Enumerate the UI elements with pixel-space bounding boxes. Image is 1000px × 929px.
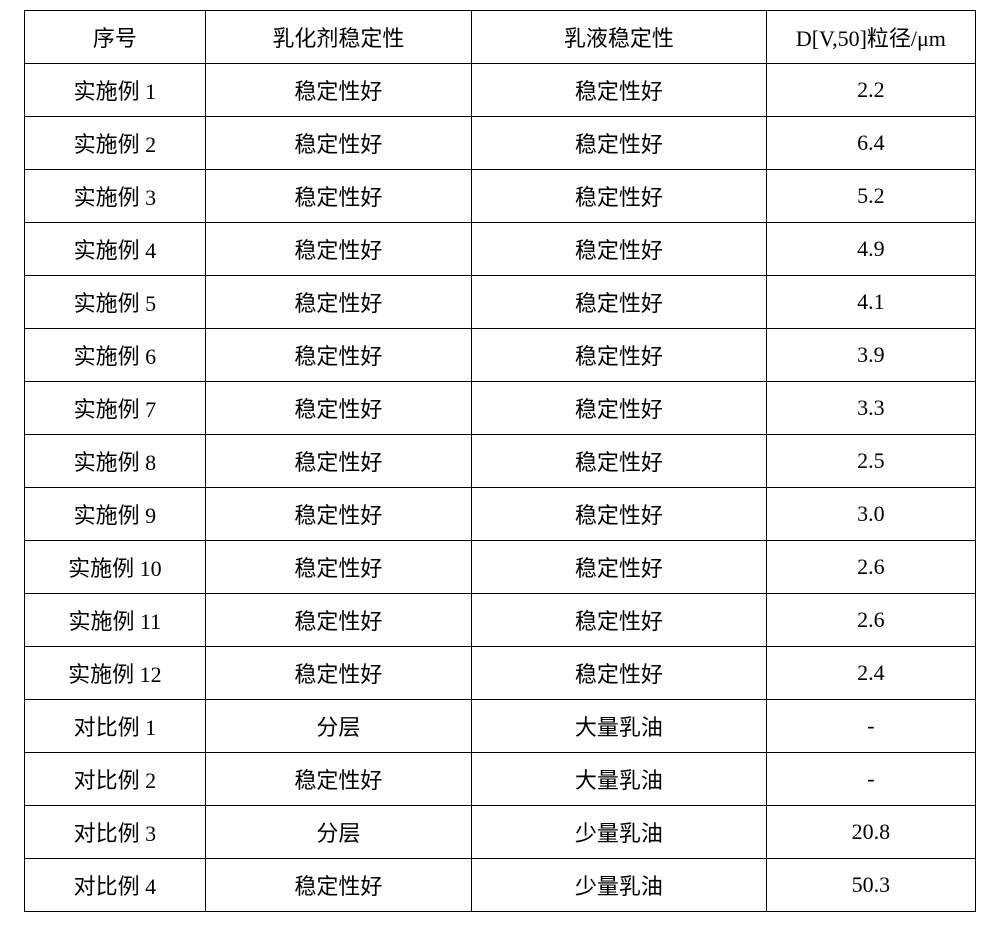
cell-id: 实施例 8 xyxy=(25,435,206,488)
cell-emulsion: 稳定性好 xyxy=(471,647,766,700)
cell-emulsifier: 分层 xyxy=(205,806,471,859)
cell-emulsion: 稳定性好 xyxy=(471,594,766,647)
stability-table: 序号 乳化剂稳定性 乳液稳定性 D[V,50]粒径/μm 实施例 1 稳定性好 … xyxy=(24,10,976,912)
table-row: 实施例 4 稳定性好 稳定性好 4.9 xyxy=(25,223,976,276)
cell-emulsifier: 稳定性好 xyxy=(205,117,471,170)
cell-emulsion: 稳定性好 xyxy=(471,223,766,276)
cell-d50: 2.4 xyxy=(766,647,975,700)
col-header-id: 序号 xyxy=(25,11,206,64)
cell-d50: 6.4 xyxy=(766,117,975,170)
cell-emulsifier: 稳定性好 xyxy=(205,435,471,488)
cell-emulsifier: 稳定性好 xyxy=(205,541,471,594)
cell-d50: 2.6 xyxy=(766,594,975,647)
cell-emulsion: 稳定性好 xyxy=(471,170,766,223)
cell-d50: 2.6 xyxy=(766,541,975,594)
cell-emulsion: 大量乳油 xyxy=(471,753,766,806)
cell-id: 实施例 3 xyxy=(25,170,206,223)
table-body: 序号 乳化剂稳定性 乳液稳定性 D[V,50]粒径/μm 实施例 1 稳定性好 … xyxy=(25,11,976,912)
cell-id: 实施例 7 xyxy=(25,382,206,435)
cell-d50: 3.0 xyxy=(766,488,975,541)
col-header-emulsion: 乳液稳定性 xyxy=(471,11,766,64)
cell-emulsifier: 稳定性好 xyxy=(205,594,471,647)
table-row: 对比例 2 稳定性好 大量乳油 - xyxy=(25,753,976,806)
cell-emulsion: 稳定性好 xyxy=(471,488,766,541)
table-row: 实施例 9 稳定性好 稳定性好 3.0 xyxy=(25,488,976,541)
cell-d50: - xyxy=(766,753,975,806)
cell-id: 实施例 2 xyxy=(25,117,206,170)
cell-id: 实施例 9 xyxy=(25,488,206,541)
cell-emulsion: 稳定性好 xyxy=(471,117,766,170)
cell-id: 实施例 11 xyxy=(25,594,206,647)
table-row: 对比例 3 分层 少量乳油 20.8 xyxy=(25,806,976,859)
cell-d50: 4.1 xyxy=(766,276,975,329)
cell-id: 实施例 1 xyxy=(25,64,206,117)
cell-emulsifier: 稳定性好 xyxy=(205,276,471,329)
cell-id: 对比例 1 xyxy=(25,700,206,753)
cell-id: 实施例 6 xyxy=(25,329,206,382)
cell-emulsifier: 稳定性好 xyxy=(205,170,471,223)
cell-id: 对比例 4 xyxy=(25,859,206,912)
cell-emulsifier: 稳定性好 xyxy=(205,382,471,435)
col-header-d50: D[V,50]粒径/μm xyxy=(766,11,975,64)
cell-d50: 2.5 xyxy=(766,435,975,488)
table-row: 实施例 8 稳定性好 稳定性好 2.5 xyxy=(25,435,976,488)
cell-d50: - xyxy=(766,700,975,753)
cell-d50: 20.8 xyxy=(766,806,975,859)
cell-emulsifier: 稳定性好 xyxy=(205,223,471,276)
cell-id: 实施例 12 xyxy=(25,647,206,700)
cell-id: 实施例 5 xyxy=(25,276,206,329)
cell-id: 实施例 4 xyxy=(25,223,206,276)
cell-emulsion: 稳定性好 xyxy=(471,329,766,382)
cell-d50: 50.3 xyxy=(766,859,975,912)
table-row: 实施例 12 稳定性好 稳定性好 2.4 xyxy=(25,647,976,700)
cell-d50: 4.9 xyxy=(766,223,975,276)
cell-emulsion: 稳定性好 xyxy=(471,64,766,117)
cell-emulsion: 少量乳油 xyxy=(471,859,766,912)
cell-d50: 2.2 xyxy=(766,64,975,117)
cell-emulsifier: 稳定性好 xyxy=(205,488,471,541)
table-row: 实施例 6 稳定性好 稳定性好 3.9 xyxy=(25,329,976,382)
table-row: 实施例 10 稳定性好 稳定性好 2.6 xyxy=(25,541,976,594)
cell-emulsion: 稳定性好 xyxy=(471,435,766,488)
cell-id: 对比例 3 xyxy=(25,806,206,859)
cell-id: 对比例 2 xyxy=(25,753,206,806)
cell-emulsifier: 分层 xyxy=(205,700,471,753)
cell-emulsion: 少量乳油 xyxy=(471,806,766,859)
cell-emulsion: 稳定性好 xyxy=(471,541,766,594)
table-header-row: 序号 乳化剂稳定性 乳液稳定性 D[V,50]粒径/μm xyxy=(25,11,976,64)
cell-d50: 3.3 xyxy=(766,382,975,435)
table-row: 实施例 1 稳定性好 稳定性好 2.2 xyxy=(25,64,976,117)
table-row: 实施例 7 稳定性好 稳定性好 3.3 xyxy=(25,382,976,435)
table-row: 实施例 2 稳定性好 稳定性好 6.4 xyxy=(25,117,976,170)
cell-emulsion: 稳定性好 xyxy=(471,276,766,329)
cell-d50: 3.9 xyxy=(766,329,975,382)
table-row: 实施例 5 稳定性好 稳定性好 4.1 xyxy=(25,276,976,329)
table-row: 对比例 1 分层 大量乳油 - xyxy=(25,700,976,753)
table-row: 实施例 11 稳定性好 稳定性好 2.6 xyxy=(25,594,976,647)
cell-emulsifier: 稳定性好 xyxy=(205,329,471,382)
cell-emulsion: 大量乳油 xyxy=(471,700,766,753)
cell-d50: 5.2 xyxy=(766,170,975,223)
page: 序号 乳化剂稳定性 乳液稳定性 D[V,50]粒径/μm 实施例 1 稳定性好 … xyxy=(0,0,1000,929)
cell-id: 实施例 10 xyxy=(25,541,206,594)
table-row: 对比例 4 稳定性好 少量乳油 50.3 xyxy=(25,859,976,912)
table-row: 实施例 3 稳定性好 稳定性好 5.2 xyxy=(25,170,976,223)
cell-emulsifier: 稳定性好 xyxy=(205,859,471,912)
cell-emulsifier: 稳定性好 xyxy=(205,647,471,700)
cell-emulsion: 稳定性好 xyxy=(471,382,766,435)
cell-emulsifier: 稳定性好 xyxy=(205,64,471,117)
cell-emulsifier: 稳定性好 xyxy=(205,753,471,806)
col-header-emulsifier: 乳化剂稳定性 xyxy=(205,11,471,64)
